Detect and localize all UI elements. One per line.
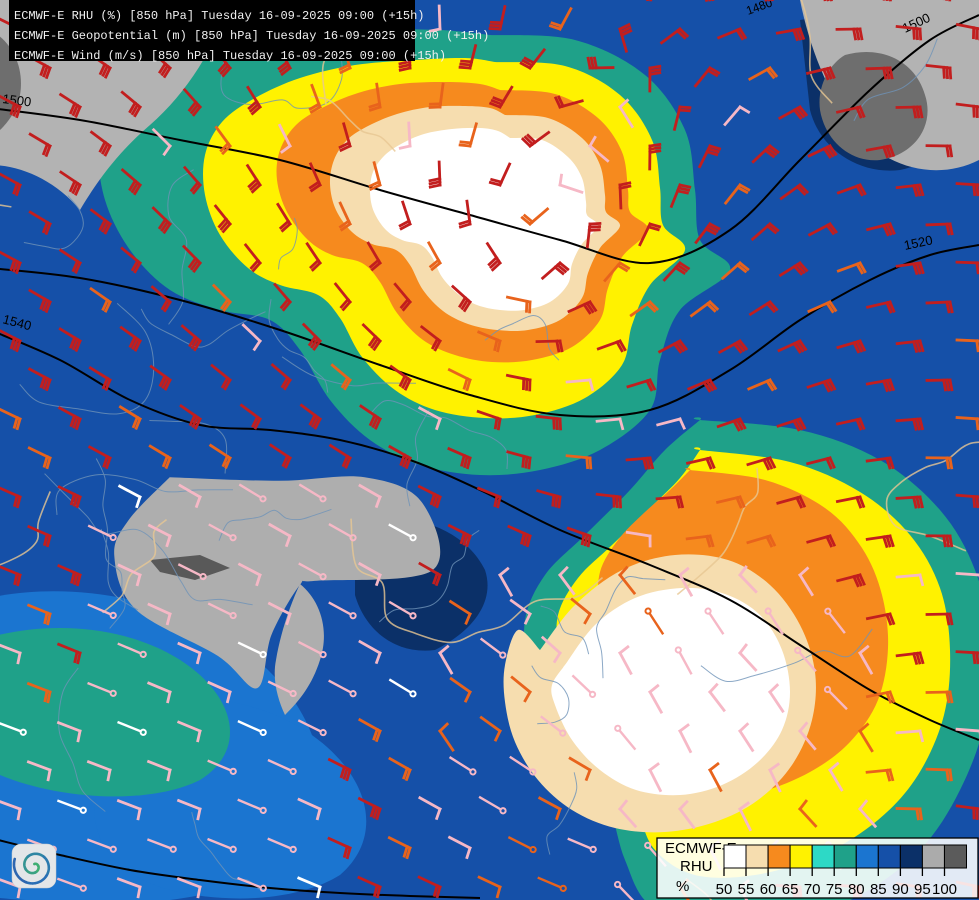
svg-text:95: 95	[914, 881, 931, 898]
svg-text:ECMWF-E Geopotential (m) [850: ECMWF-E Geopotential (m) [850 hPa] Tuesd…	[14, 29, 489, 43]
svg-text:55: 55	[738, 881, 755, 898]
svg-text:ECMWF-E Wind (m/s) [850 hPa] T: ECMWF-E Wind (m/s) [850 hPa] Tuesday 16-…	[14, 49, 446, 63]
svg-text:RHU: RHU	[680, 858, 713, 875]
svg-text:70: 70	[804, 881, 821, 898]
svg-text:100: 100	[932, 881, 957, 898]
svg-text:65: 65	[782, 881, 799, 898]
svg-text:80: 80	[848, 881, 865, 898]
svg-text:50: 50	[716, 881, 733, 898]
svg-text:75: 75	[826, 881, 843, 898]
svg-text:%: %	[676, 878, 689, 895]
svg-text:ECMWF-E RHU (%) [850 hPa] Tues: ECMWF-E RHU (%) [850 hPa] Tuesday 16-09-…	[14, 9, 424, 23]
svg-text:85: 85	[870, 881, 887, 898]
svg-text:90: 90	[892, 881, 909, 898]
svg-text:60: 60	[760, 881, 777, 898]
